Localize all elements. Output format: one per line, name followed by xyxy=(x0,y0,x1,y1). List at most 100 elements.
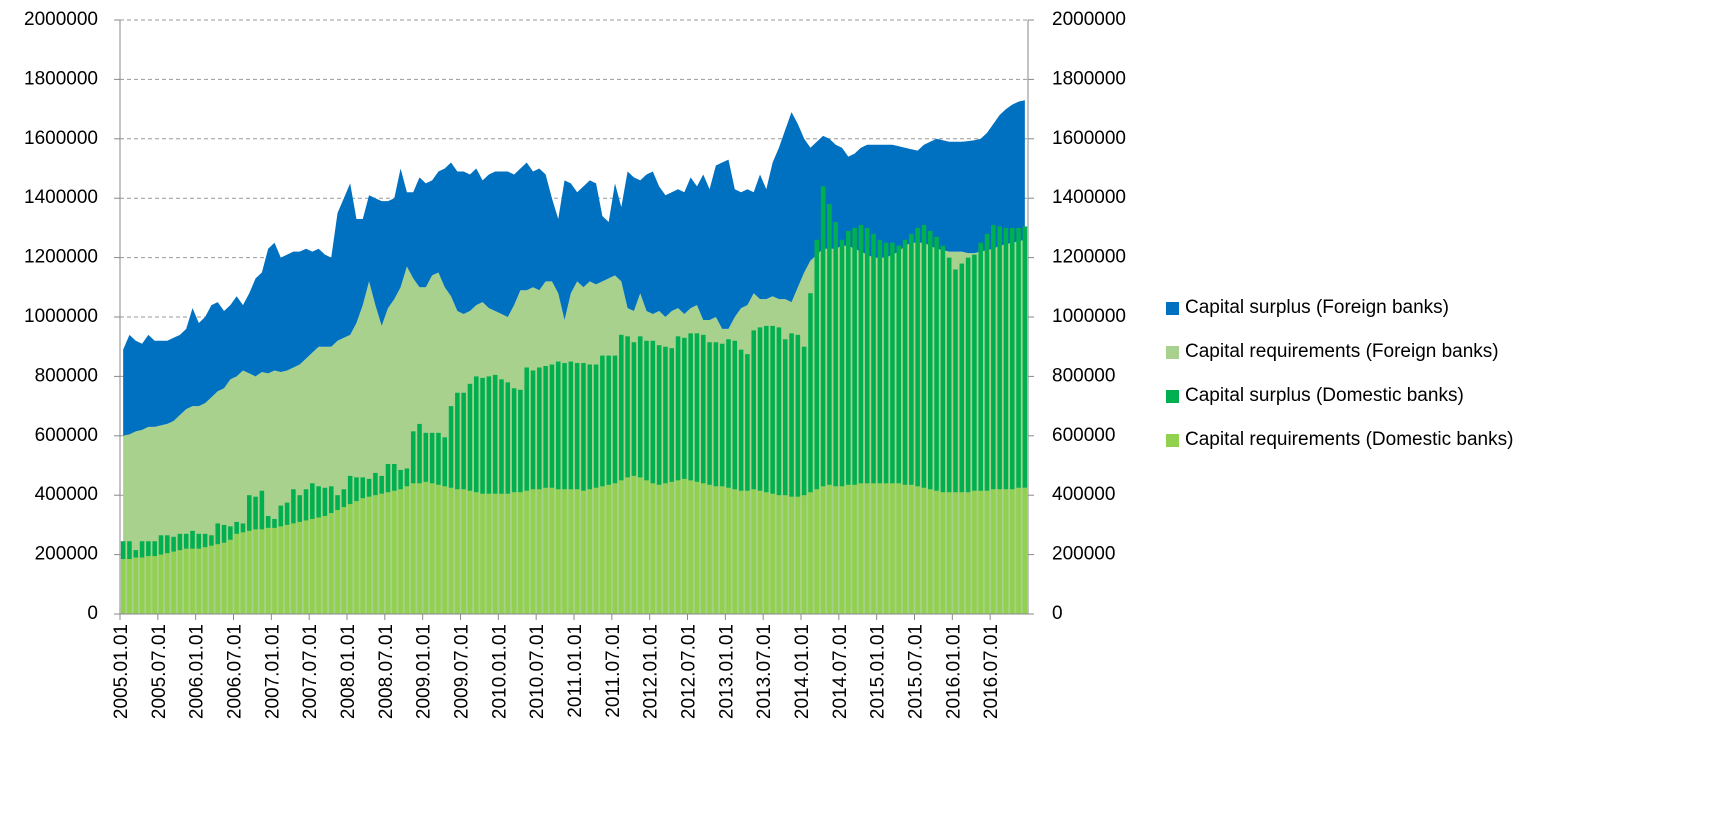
bar xyxy=(234,533,239,614)
bar xyxy=(820,186,826,487)
bar xyxy=(1009,227,1015,490)
bar xyxy=(127,541,132,560)
bar xyxy=(303,520,309,614)
bar xyxy=(631,342,637,476)
bar xyxy=(764,325,769,493)
bar xyxy=(316,517,321,614)
bar xyxy=(297,495,302,522)
bar xyxy=(404,468,410,487)
bar xyxy=(398,469,403,490)
bar xyxy=(568,489,574,614)
bar xyxy=(568,361,574,490)
bar xyxy=(877,239,883,484)
bar xyxy=(265,515,271,528)
bar xyxy=(770,325,775,494)
legend-label: Capital requirements (Domestic banks) xyxy=(1185,429,1513,450)
x-tick-label: 2016.07.01 xyxy=(981,624,1002,719)
x-tick-label: 2015.07.01 xyxy=(906,624,927,719)
bar xyxy=(417,483,422,614)
bar xyxy=(120,559,126,614)
bar xyxy=(246,530,252,614)
bar xyxy=(278,526,284,614)
y2-tick-label: 1200000 xyxy=(1052,247,1126,268)
y2-tick-label: 400000 xyxy=(1052,484,1115,505)
bar xyxy=(442,486,448,614)
bar xyxy=(814,489,820,614)
bar xyxy=(650,483,656,614)
bar xyxy=(360,498,366,614)
bar xyxy=(562,363,567,490)
x-tick-label: 2013.01.01 xyxy=(716,624,737,719)
bar xyxy=(827,484,832,614)
bar xyxy=(606,484,611,614)
bar xyxy=(423,432,429,482)
bar xyxy=(946,257,952,493)
bar xyxy=(738,349,744,491)
bar xyxy=(385,464,391,493)
bar xyxy=(997,226,1002,490)
bar xyxy=(902,239,908,485)
bar xyxy=(455,392,460,490)
bar xyxy=(354,501,359,614)
bar xyxy=(934,236,939,491)
bar xyxy=(890,242,895,484)
bar xyxy=(846,230,851,485)
bar xyxy=(795,334,801,497)
bar xyxy=(587,489,593,614)
bar xyxy=(625,477,630,614)
bar xyxy=(228,526,233,540)
bar xyxy=(448,487,454,614)
x-tick-label: 2007.01.01 xyxy=(262,624,283,719)
bar xyxy=(322,487,328,516)
bar xyxy=(555,361,561,490)
bar xyxy=(347,504,353,614)
bar xyxy=(707,484,712,614)
bar xyxy=(1022,487,1028,614)
bar xyxy=(429,483,435,614)
bar xyxy=(392,490,397,614)
bar xyxy=(196,548,202,614)
bar xyxy=(959,492,965,614)
bar xyxy=(284,502,290,525)
bar xyxy=(291,489,296,524)
x-tick-label: 2011.01.01 xyxy=(565,624,586,718)
x-tick-label: 2008.07.01 xyxy=(376,624,397,719)
bar xyxy=(278,505,284,527)
bar xyxy=(915,227,920,487)
bar xyxy=(732,489,738,614)
bar xyxy=(745,490,750,614)
x-tick-label: 2011.07.01 xyxy=(603,624,624,718)
bar xyxy=(555,489,561,614)
y-tick-label: 1400000 xyxy=(24,187,98,208)
bar xyxy=(619,334,624,481)
bar xyxy=(404,486,410,614)
bar xyxy=(1003,227,1009,490)
bar xyxy=(606,355,611,485)
bar xyxy=(171,551,176,614)
bar xyxy=(499,379,504,494)
bar xyxy=(745,354,750,491)
bar xyxy=(530,489,536,614)
y-tick-label: 0 xyxy=(87,603,98,624)
y-tick-label: 1200000 xyxy=(24,247,98,268)
bar xyxy=(486,493,492,614)
bar xyxy=(719,343,725,487)
bar xyxy=(543,487,548,614)
bar xyxy=(158,554,164,614)
bar xyxy=(921,487,927,614)
bar xyxy=(719,486,725,614)
bar xyxy=(637,477,643,614)
bar xyxy=(593,364,599,488)
bar xyxy=(297,521,302,614)
bar xyxy=(284,524,290,614)
bar xyxy=(322,515,328,614)
bar xyxy=(303,489,309,521)
bar xyxy=(240,532,246,614)
bar xyxy=(366,478,372,497)
bar xyxy=(764,492,769,614)
x-tick-label: 2010.07.01 xyxy=(527,624,548,719)
bar xyxy=(688,333,693,481)
bar xyxy=(486,376,492,494)
bar xyxy=(675,480,681,614)
legend-label: Capital requirements (Foreign banks) xyxy=(1185,341,1499,362)
